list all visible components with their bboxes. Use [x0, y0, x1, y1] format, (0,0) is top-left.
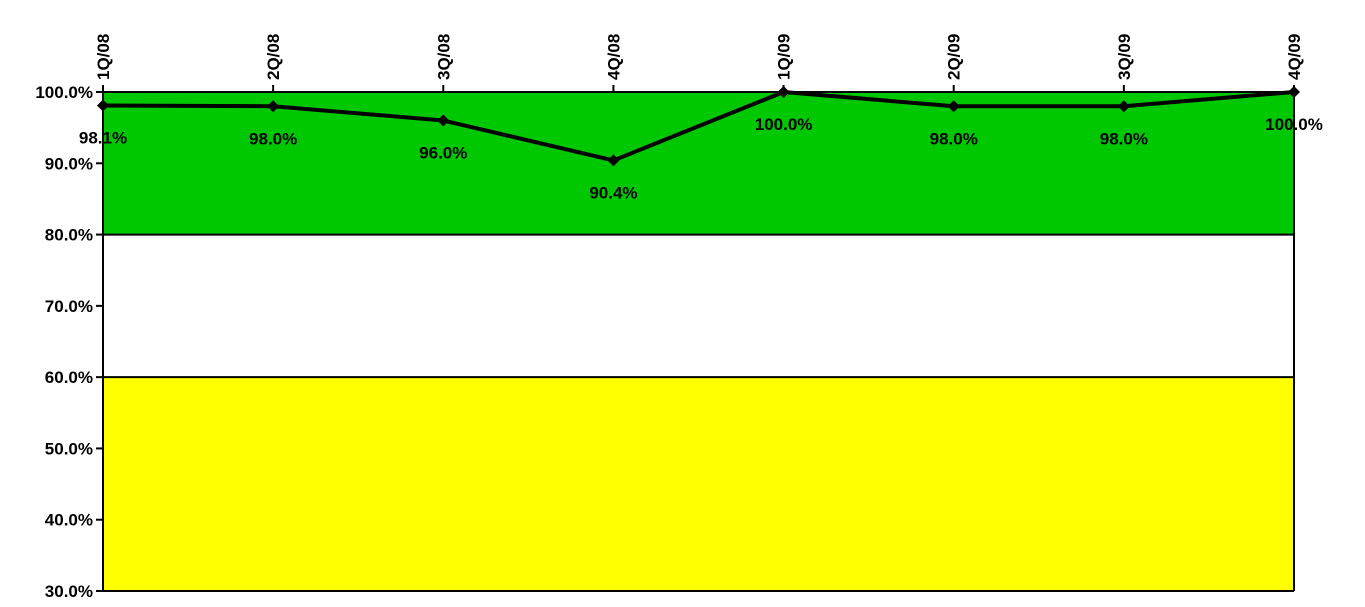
x-tick-label: 3Q/09 — [1115, 34, 1134, 80]
x-tick-label: 4Q/08 — [604, 34, 623, 80]
data-point-marker — [267, 100, 280, 113]
x-tick-label: 2Q/08 — [264, 34, 283, 80]
data-point-marker — [1288, 86, 1300, 98]
x-tick-label: 2Q/09 — [945, 34, 964, 80]
data-point-marker — [777, 86, 790, 98]
x-tick-label: 4Q/09 — [1285, 34, 1304, 80]
y-tick-label: 80.0% — [45, 226, 93, 245]
data-point-marker — [1117, 100, 1130, 113]
band-0 — [103, 92, 1294, 235]
y-tick-label: 90.0% — [45, 154, 93, 173]
series-group — [97, 86, 1300, 167]
y-tick-label: 30.0% — [45, 582, 93, 601]
data-label: 98.0% — [930, 129, 978, 148]
y-axis-ticks: 30.0% 40.0% 50.0% 60.0% 70.0% 80.0% 90.0% 100.0… — [35, 83, 103, 601]
data-label: 98.0% — [249, 129, 297, 148]
data-label: 100.0% — [755, 115, 813, 134]
y-tick-label: 100.0% — [35, 83, 93, 102]
data-label: 98.0% — [1100, 129, 1148, 148]
y-tick-label: 70.0% — [45, 297, 93, 316]
x-tick-label: 1Q/08 — [94, 34, 113, 80]
x-tick-label: 1Q/09 — [775, 34, 794, 80]
band-1 — [103, 234, 1294, 378]
y-tick-label: 50.0% — [45, 439, 93, 458]
series-line — [102, 90, 1295, 163]
data-point-marker — [437, 114, 450, 127]
data-point-marker — [97, 99, 109, 112]
data-labels: 98.1% 98.0% 96.0% 90.4% 100.0% 98.0% 98.0% 100.… — [79, 115, 1323, 202]
data-point-marker — [947, 100, 960, 113]
y-tick-label: 60.0% — [45, 368, 93, 387]
data-label: 98.1% — [79, 129, 127, 148]
data-label: 90.4% — [589, 183, 637, 202]
threshold-bands — [103, 91, 1294, 592]
data-point-marker — [607, 154, 620, 167]
data-label: 100.0% — [1265, 115, 1323, 134]
y-tick-label: 40.0% — [45, 511, 93, 530]
band-2 — [103, 377, 1294, 591]
x-axis-ticks: 1Q/08 2Q/08 3Q/08 4Q/08 1Q/09 2Q/09 3Q/09 4Q/09 — [94, 34, 1304, 92]
data-label: 96.0% — [419, 144, 467, 163]
x-tick-label: 3Q/08 — [434, 34, 453, 80]
chart-axes — [102, 91, 1295, 592]
